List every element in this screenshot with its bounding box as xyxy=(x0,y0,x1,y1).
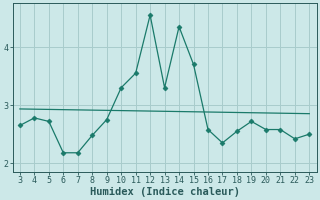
X-axis label: Humidex (Indice chaleur): Humidex (Indice chaleur) xyxy=(90,186,240,197)
